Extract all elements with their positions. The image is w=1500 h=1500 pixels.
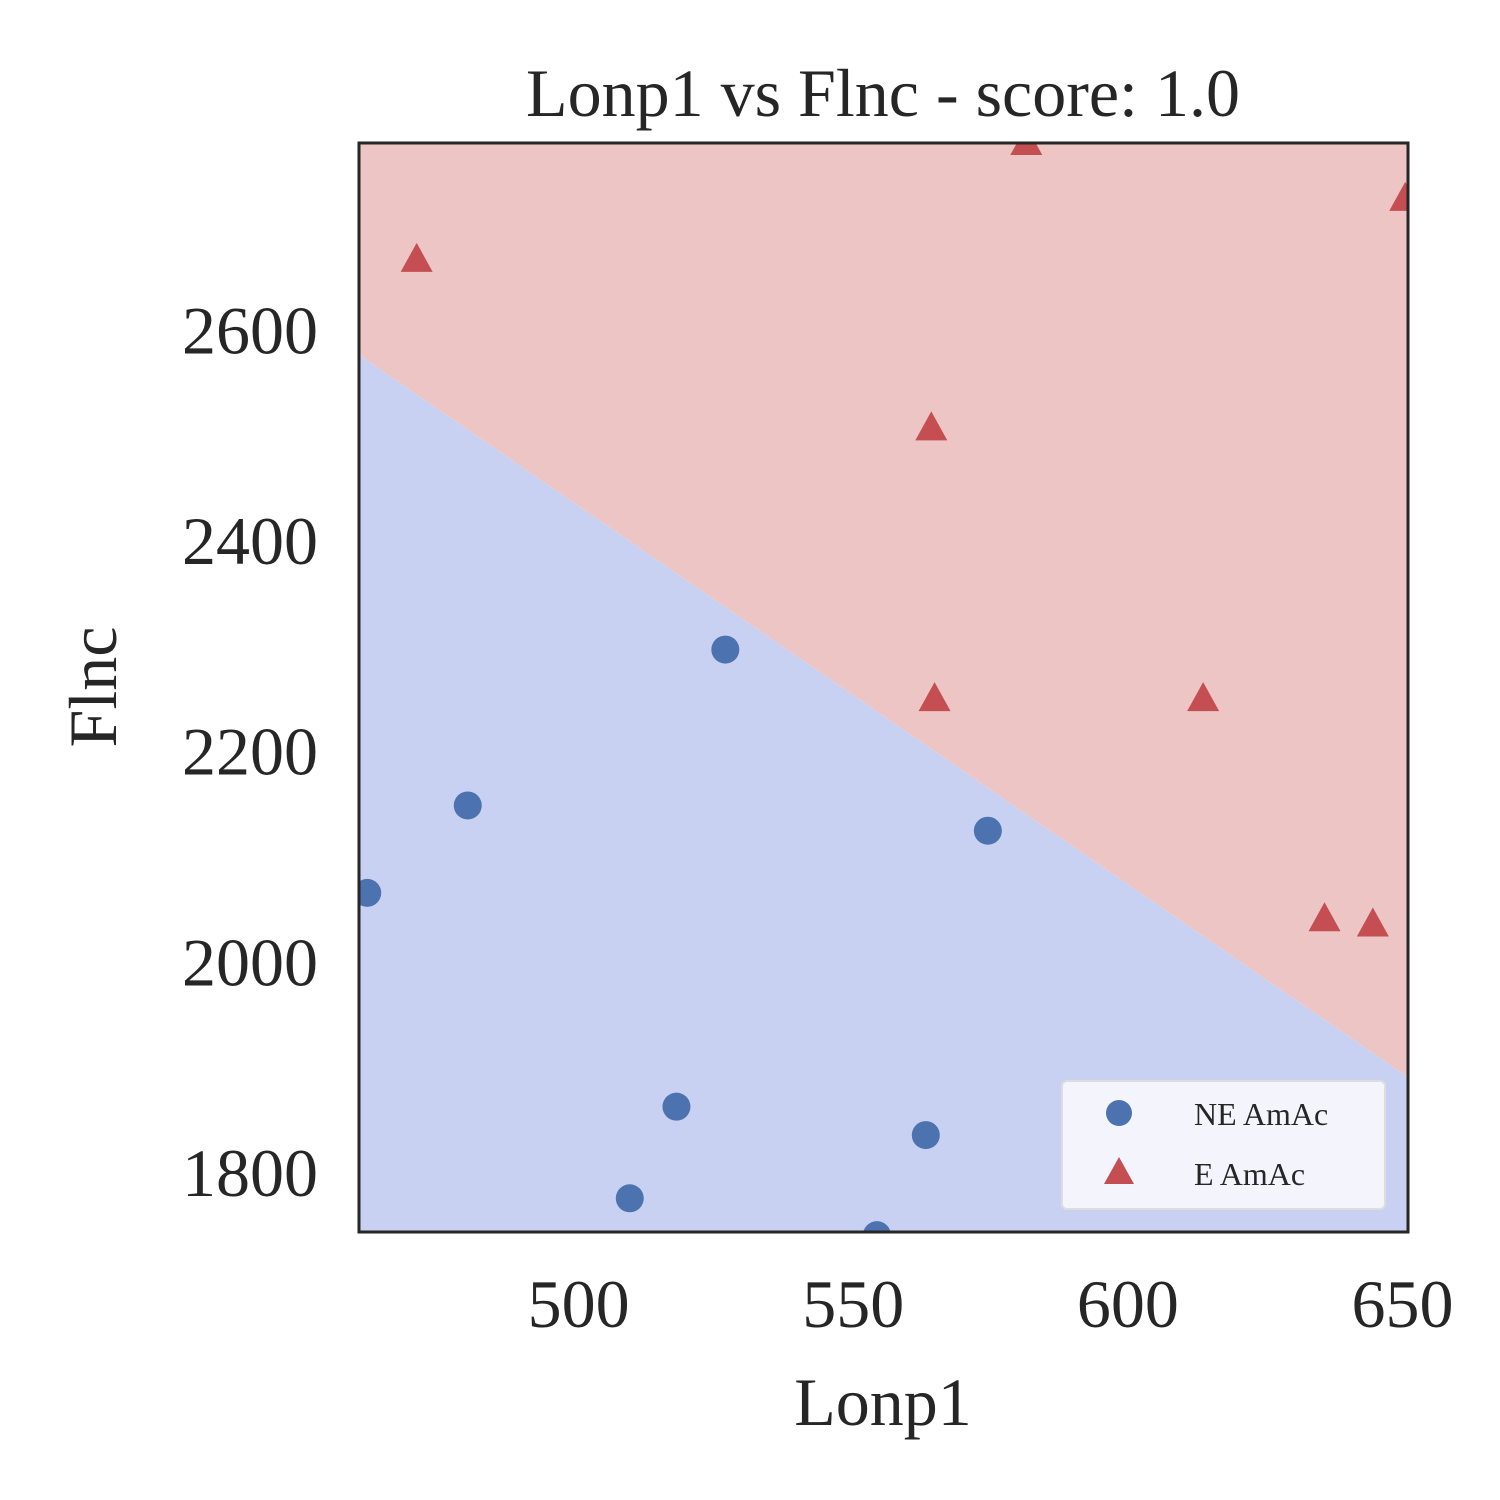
x-tick-label-550: 550 <box>802 1266 904 1342</box>
x-tick-label-600: 600 <box>1077 1266 1179 1342</box>
e-amac-point-7 <box>1356 907 1389 937</box>
y-tick-label-2200: 2200 <box>182 714 318 790</box>
e-amac-point-5 <box>1187 682 1220 712</box>
y-axis-label: Flnc <box>55 627 131 748</box>
legend-box <box>1061 1080 1386 1210</box>
e-amac-point-3 <box>918 682 951 712</box>
legend: NE AmAc E AmAc <box>1061 1080 1386 1210</box>
ne-amac-point-3 <box>615 1184 644 1213</box>
e-amac-point-6 <box>1308 902 1341 932</box>
x-tick-label-500: 500 <box>528 1266 630 1342</box>
e-amac-point-4 <box>1010 143 1043 155</box>
legend-label-ne-amac: NE AmAc <box>1194 1096 1328 1132</box>
ne-amac-point-7 <box>911 1121 940 1150</box>
ne-amac-point-8 <box>973 816 1002 845</box>
x-axis-label: Lonp1 <box>794 1364 972 1440</box>
x-tick-label-650: 650 <box>1352 1266 1454 1342</box>
legend-marker-circle <box>1106 1100 1132 1126</box>
e-amac-point-2 <box>915 411 948 441</box>
region-e-amac <box>359 143 1408 1078</box>
legend-marker-triangle <box>1104 1157 1134 1184</box>
ne-amac-point-6 <box>863 1221 891 1232</box>
plot-frame <box>357 141 1410 1234</box>
ne-amac-point-4 <box>662 1092 691 1121</box>
y-tick-label-2400: 2400 <box>182 503 318 579</box>
region-ne-amac <box>359 354 1408 1232</box>
chart-title: Lonp1 vs Flnc - score: 1.0 <box>526 55 1240 131</box>
ne-amac-point-2 <box>453 791 482 820</box>
e-amac-point-8 <box>1389 181 1408 211</box>
ne-amac-point-5 <box>711 635 740 664</box>
plot-area <box>359 143 1408 1232</box>
y-tick-label-2600: 2600 <box>182 292 318 368</box>
ne-amac-point-1 <box>359 878 382 907</box>
e-amac-point-1 <box>400 242 433 272</box>
y-tick-label-2000: 2000 <box>182 924 318 1000</box>
y-tick-label-1800: 1800 <box>182 1135 318 1211</box>
legend-label-e-amac: E AmAc <box>1194 1156 1305 1192</box>
